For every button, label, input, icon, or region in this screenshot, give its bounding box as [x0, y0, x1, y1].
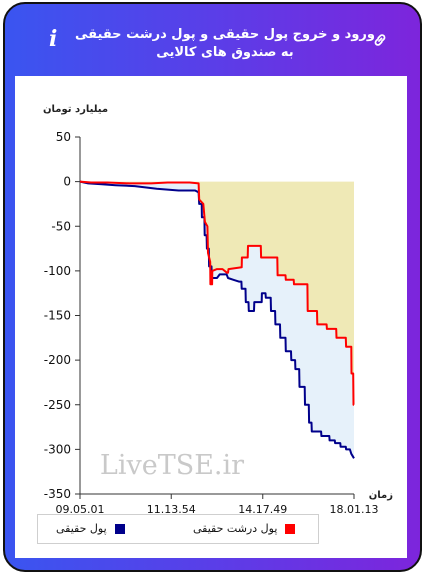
- info-icon[interactable]: i: [49, 26, 58, 52]
- y-tick-label: -50: [51, 219, 71, 233]
- y-tick-label: -350: [44, 487, 71, 501]
- y-tick-label: 0: [63, 175, 71, 189]
- legend-swatch-big: [285, 523, 296, 534]
- legend-label-real: پول حقیقی: [56, 522, 107, 535]
- legend: پول حقیقی پول درشت حقیقی: [37, 514, 319, 544]
- y-tick-label: -300: [44, 442, 71, 456]
- series-line-big: [79, 180, 355, 406]
- y-axis-label: میلیارد تومان: [43, 104, 108, 115]
- y-tick-label: 50: [56, 130, 71, 144]
- page-title: ورود و خروج پول حقیقی و پول درشت حقیقی ب…: [75, 27, 375, 60]
- fill-area-between: [80, 181, 354, 459]
- legend-item-real[interactable]: پول حقیقی: [56, 522, 125, 535]
- header: i ورود و خروج پول حقیقی و پول درشت حقیقی…: [5, 4, 420, 76]
- y-tick-label: -200: [44, 353, 71, 367]
- x-tick-label: 18.01.13: [330, 503, 379, 516]
- x-axis-label: زمان: [369, 490, 393, 501]
- chart-panel: میلیارد تومان زمان LiveTSE.ir 50 0 -50 -100…: [15, 76, 407, 558]
- legend-swatch-real: [114, 523, 125, 534]
- legend-label-big: پول درشت حقیقی: [193, 522, 278, 535]
- chart-svg: میلیارد تومان زمان LiveTSE.ir 50 0 -50 -100…: [43, 104, 393, 516]
- x-tick-label: 09.05.01: [56, 503, 105, 516]
- link-icon[interactable]: [372, 32, 388, 48]
- x-tick-label: 14.17.49: [238, 503, 287, 516]
- fill-area-above: [80, 181, 354, 405]
- y-tick-label: -250: [44, 398, 71, 412]
- y-tick-label: -150: [44, 309, 71, 323]
- y-tick-label: -100: [44, 264, 71, 278]
- x-tick-label: 11.13.54: [147, 503, 196, 516]
- watermark: LiveTSE.ir: [100, 450, 244, 481]
- app-frame: i ورود و خروج پول حقیقی و پول درشت حقیقی…: [3, 2, 422, 572]
- legend-item-big[interactable]: پول درشت حقیقی: [193, 522, 296, 535]
